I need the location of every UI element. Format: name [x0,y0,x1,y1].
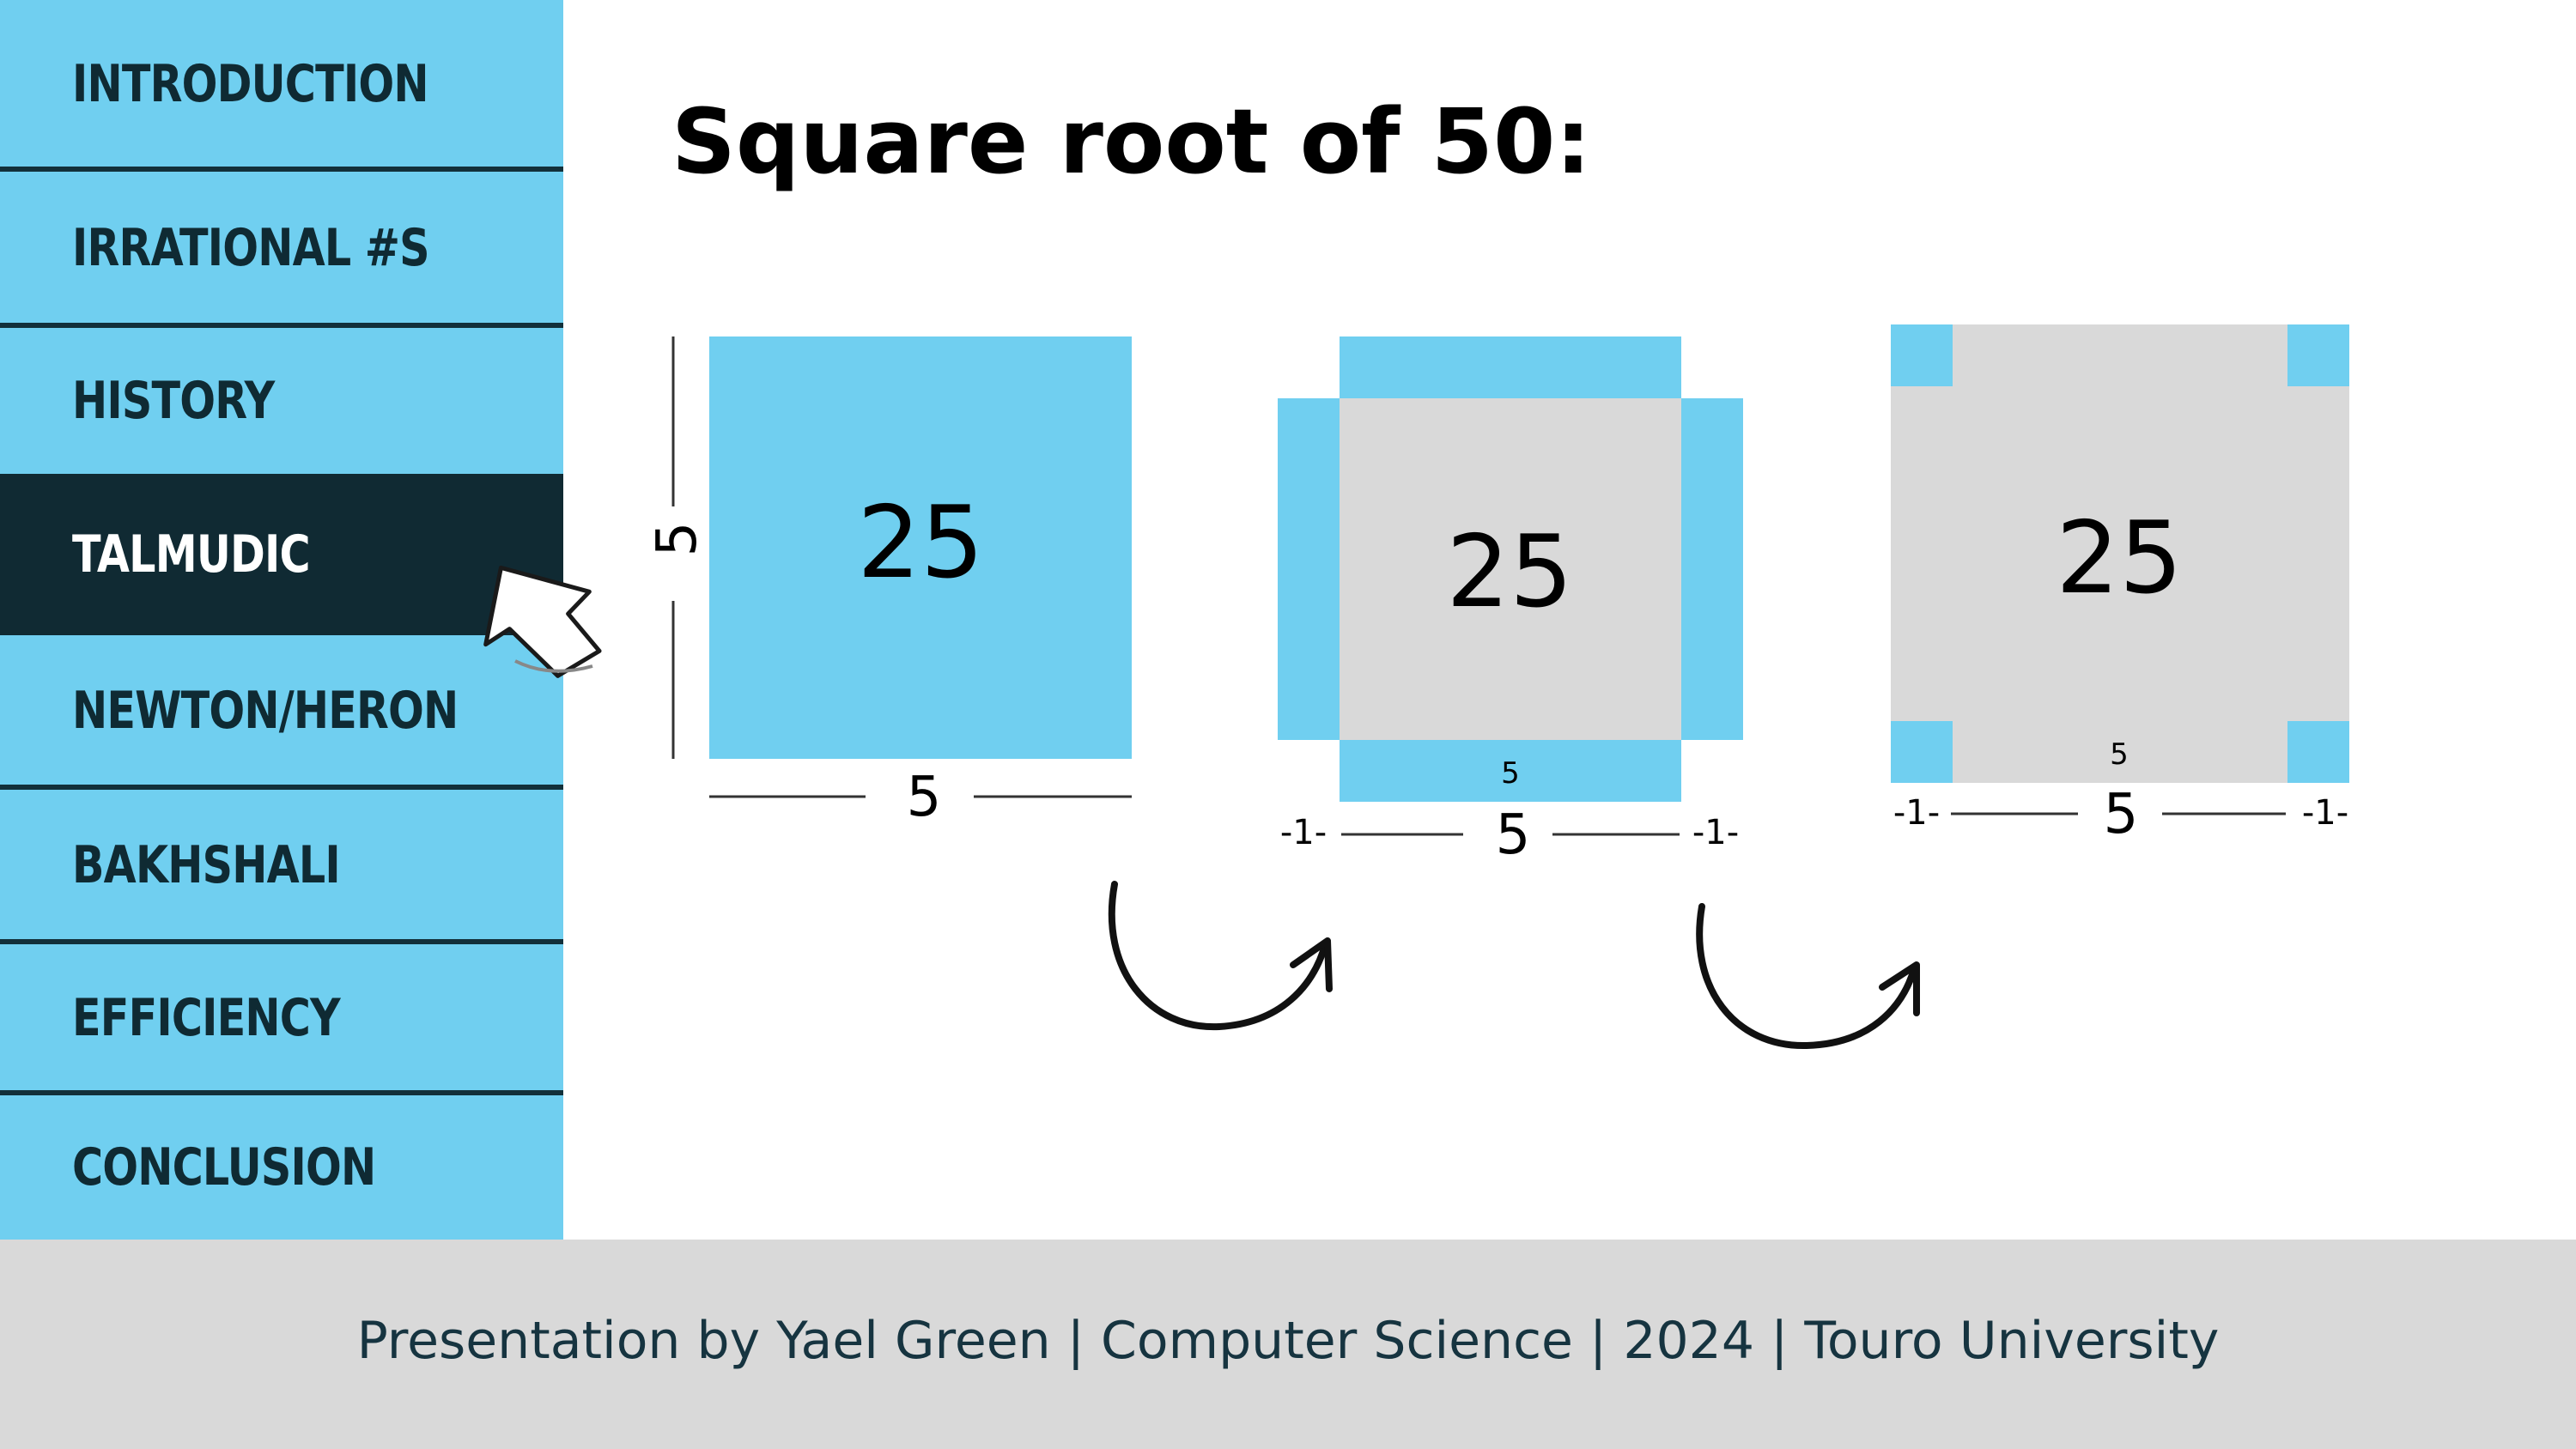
nav-item-conclusion[interactable]: CONCLUSION [0,1095,563,1240]
nav-label: CONCLUSION [72,1137,376,1197]
step2-right-strip [1681,398,1743,740]
nav-divider [0,323,563,328]
step2-area-label: 25 [1446,514,1573,630]
nav-label: IRRATIONAL #S [72,218,430,278]
nav-item-bakhshali[interactable]: BAKHSHALI [0,790,563,941]
curved-arrow-icon [1696,903,1920,1050]
step3-corner-tl [1891,324,1953,386]
step3-area-label: 25 [2056,500,2183,616]
cursor-arrow-icon [483,565,602,678]
nav-divider [0,785,563,790]
step3-corner-br [2287,721,2349,783]
step1-side-bottom-label: 5 [907,766,942,829]
step2-square-group: 25 5 -1- 5 -1- [1278,336,1743,867]
step3-strip-label: 5 [2110,737,2129,772]
square-root-diagram: 25 5 5 25 5 -1- 5 -1- 25 5 -1- 5 -1- [483,324,2349,1050]
step3-side-bottom-label: 5 [2104,783,2139,846]
step3-square-group: 25 5 -1- 5 -1- [1891,324,2349,846]
nav-label: INTRODUCTION [72,54,429,114]
step3-ext-left-label: -1- [1893,793,1940,833]
step2-bottom-strip [1340,740,1681,802]
step2-strip-label: 5 [1501,756,1520,791]
nav-divider [0,167,563,172]
step2-ext-right-label: -1- [1692,813,1739,852]
nav-item-introduction[interactable]: INTRODUCTION [0,0,563,168]
nav-item-irrational[interactable]: IRRATIONAL #S [0,172,563,324]
curved-arrow-icon [1108,881,1333,1031]
step3-corner-bl [1891,721,1953,783]
footer: Presentation by Yael Green | Computer Sc… [0,1240,2576,1449]
step2-ext-left-label: -1- [1280,813,1327,852]
step2-top-strip [1340,336,1681,398]
step2-square [1340,398,1681,740]
nav-label: NEWTON/HERON [72,681,459,741]
step1-area-label: 25 [857,485,984,601]
nav-item-history[interactable]: HISTORY [0,328,563,474]
nav-item-efficiency[interactable]: EFFICIENCY [0,944,563,1092]
nav-item-talmudic[interactable]: TALMUDIC [0,474,563,635]
nav-label: BAKHSHALI [72,835,341,895]
step1-square [709,336,1132,759]
step2-left-strip [1278,398,1340,740]
step1-side-left-label: 5 [646,522,709,557]
sidebar-nav: INTRODUCTION IRRATIONAL #S HISTORY TALMU… [0,0,563,1240]
step3-square [1891,324,2349,783]
footer-credits: Presentation by Yael Green | Computer Sc… [356,1311,2220,1371]
nav-label: TALMUDIC [72,524,311,585]
nav-item-newton-heron[interactable]: NEWTON/HERON [0,635,563,786]
step2-side-bottom-label: 5 [1496,803,1531,867]
slide-title: Square root of 50: [671,89,1591,194]
nav-divider [0,939,563,944]
step3-ext-right-label: -1- [2302,793,2348,833]
nav-label: EFFICIENCY [72,988,341,1048]
step1-square-group: 25 5 5 [646,336,1132,829]
nav-divider [0,1090,563,1095]
step3-corner-tr [2287,324,2349,386]
nav-label: HISTORY [72,371,275,431]
